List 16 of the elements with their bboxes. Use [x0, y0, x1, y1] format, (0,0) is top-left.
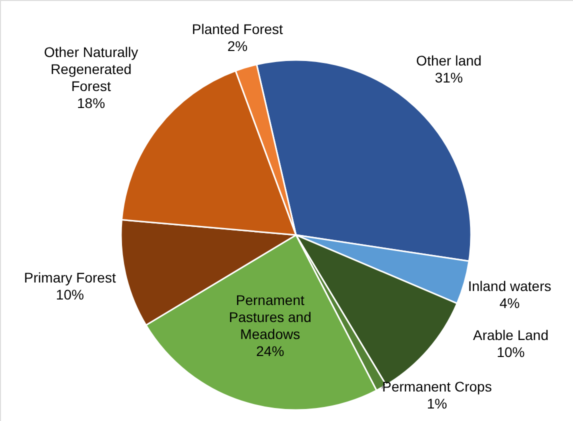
slice-label: Planted Forest: [192, 21, 284, 38]
slice-label: Arable Land: [472, 326, 548, 343]
data-label: 10%: [56, 286, 84, 303]
data-label: 18%: [77, 94, 106, 111]
slice-label: Pernament Pastures and Meadows: [228, 292, 312, 342]
data-label: 4%: [499, 294, 520, 311]
slice-label: Primary Forest: [24, 270, 116, 286]
data-label: 10%: [496, 344, 525, 360]
slice-label: Other land: [416, 52, 482, 68]
data-label: 2%: [227, 38, 248, 54]
slice-label: Other Naturally Regenerated Forest: [44, 44, 138, 94]
slice-label: Inland waters: [468, 278, 552, 294]
data-label: 1%: [426, 396, 448, 412]
data-label: 31%: [434, 69, 463, 86]
slice-label: Permanent Crops: [382, 378, 492, 395]
data-label: 24%: [256, 342, 284, 359]
